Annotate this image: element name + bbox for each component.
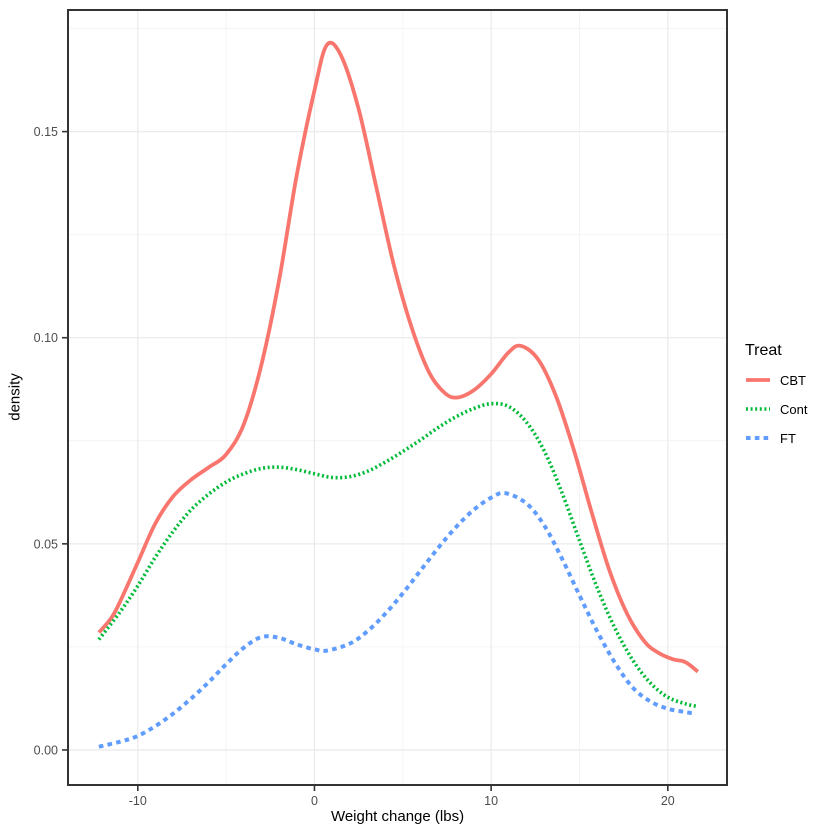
density-curve-cbt [97, 40, 700, 674]
x-tick-label: 20 [661, 794, 675, 808]
x-tick-label: 10 [484, 794, 498, 808]
legend-entry-ft: FT [745, 430, 840, 446]
legend-key-line-ft [746, 436, 770, 440]
y-tick-label: 0.15 [34, 125, 58, 139]
legend-label-cbt: CBT [780, 372, 806, 388]
y-axis-title: density [6, 373, 24, 421]
legend-key-line-cont [746, 407, 770, 411]
legend-label-ft: FT [780, 430, 796, 446]
legend-title: Treat [745, 342, 782, 359]
y-tick-label: 0.00 [34, 743, 58, 757]
legend: Treat CBT Cont FT [745, 341, 840, 459]
x-axis-title: Weight change (lbs) [330, 808, 465, 825]
x-tick-label: 0 [311, 794, 318, 808]
x-tick-label: -10 [129, 794, 147, 808]
y-tick-label: 0.10 [34, 331, 58, 345]
legend-label-cont: Cont [780, 401, 808, 417]
density-curve-cont [97, 401, 697, 709]
density-curve-ft [98, 490, 695, 749]
legend-entry-cont: Cont [745, 401, 840, 417]
y-tick-label: 0.05 [34, 537, 58, 551]
legend-key-line-cbt [746, 378, 770, 382]
panel-border [67, 9, 728, 786]
legend-entry-cbt: CBT [745, 372, 840, 388]
